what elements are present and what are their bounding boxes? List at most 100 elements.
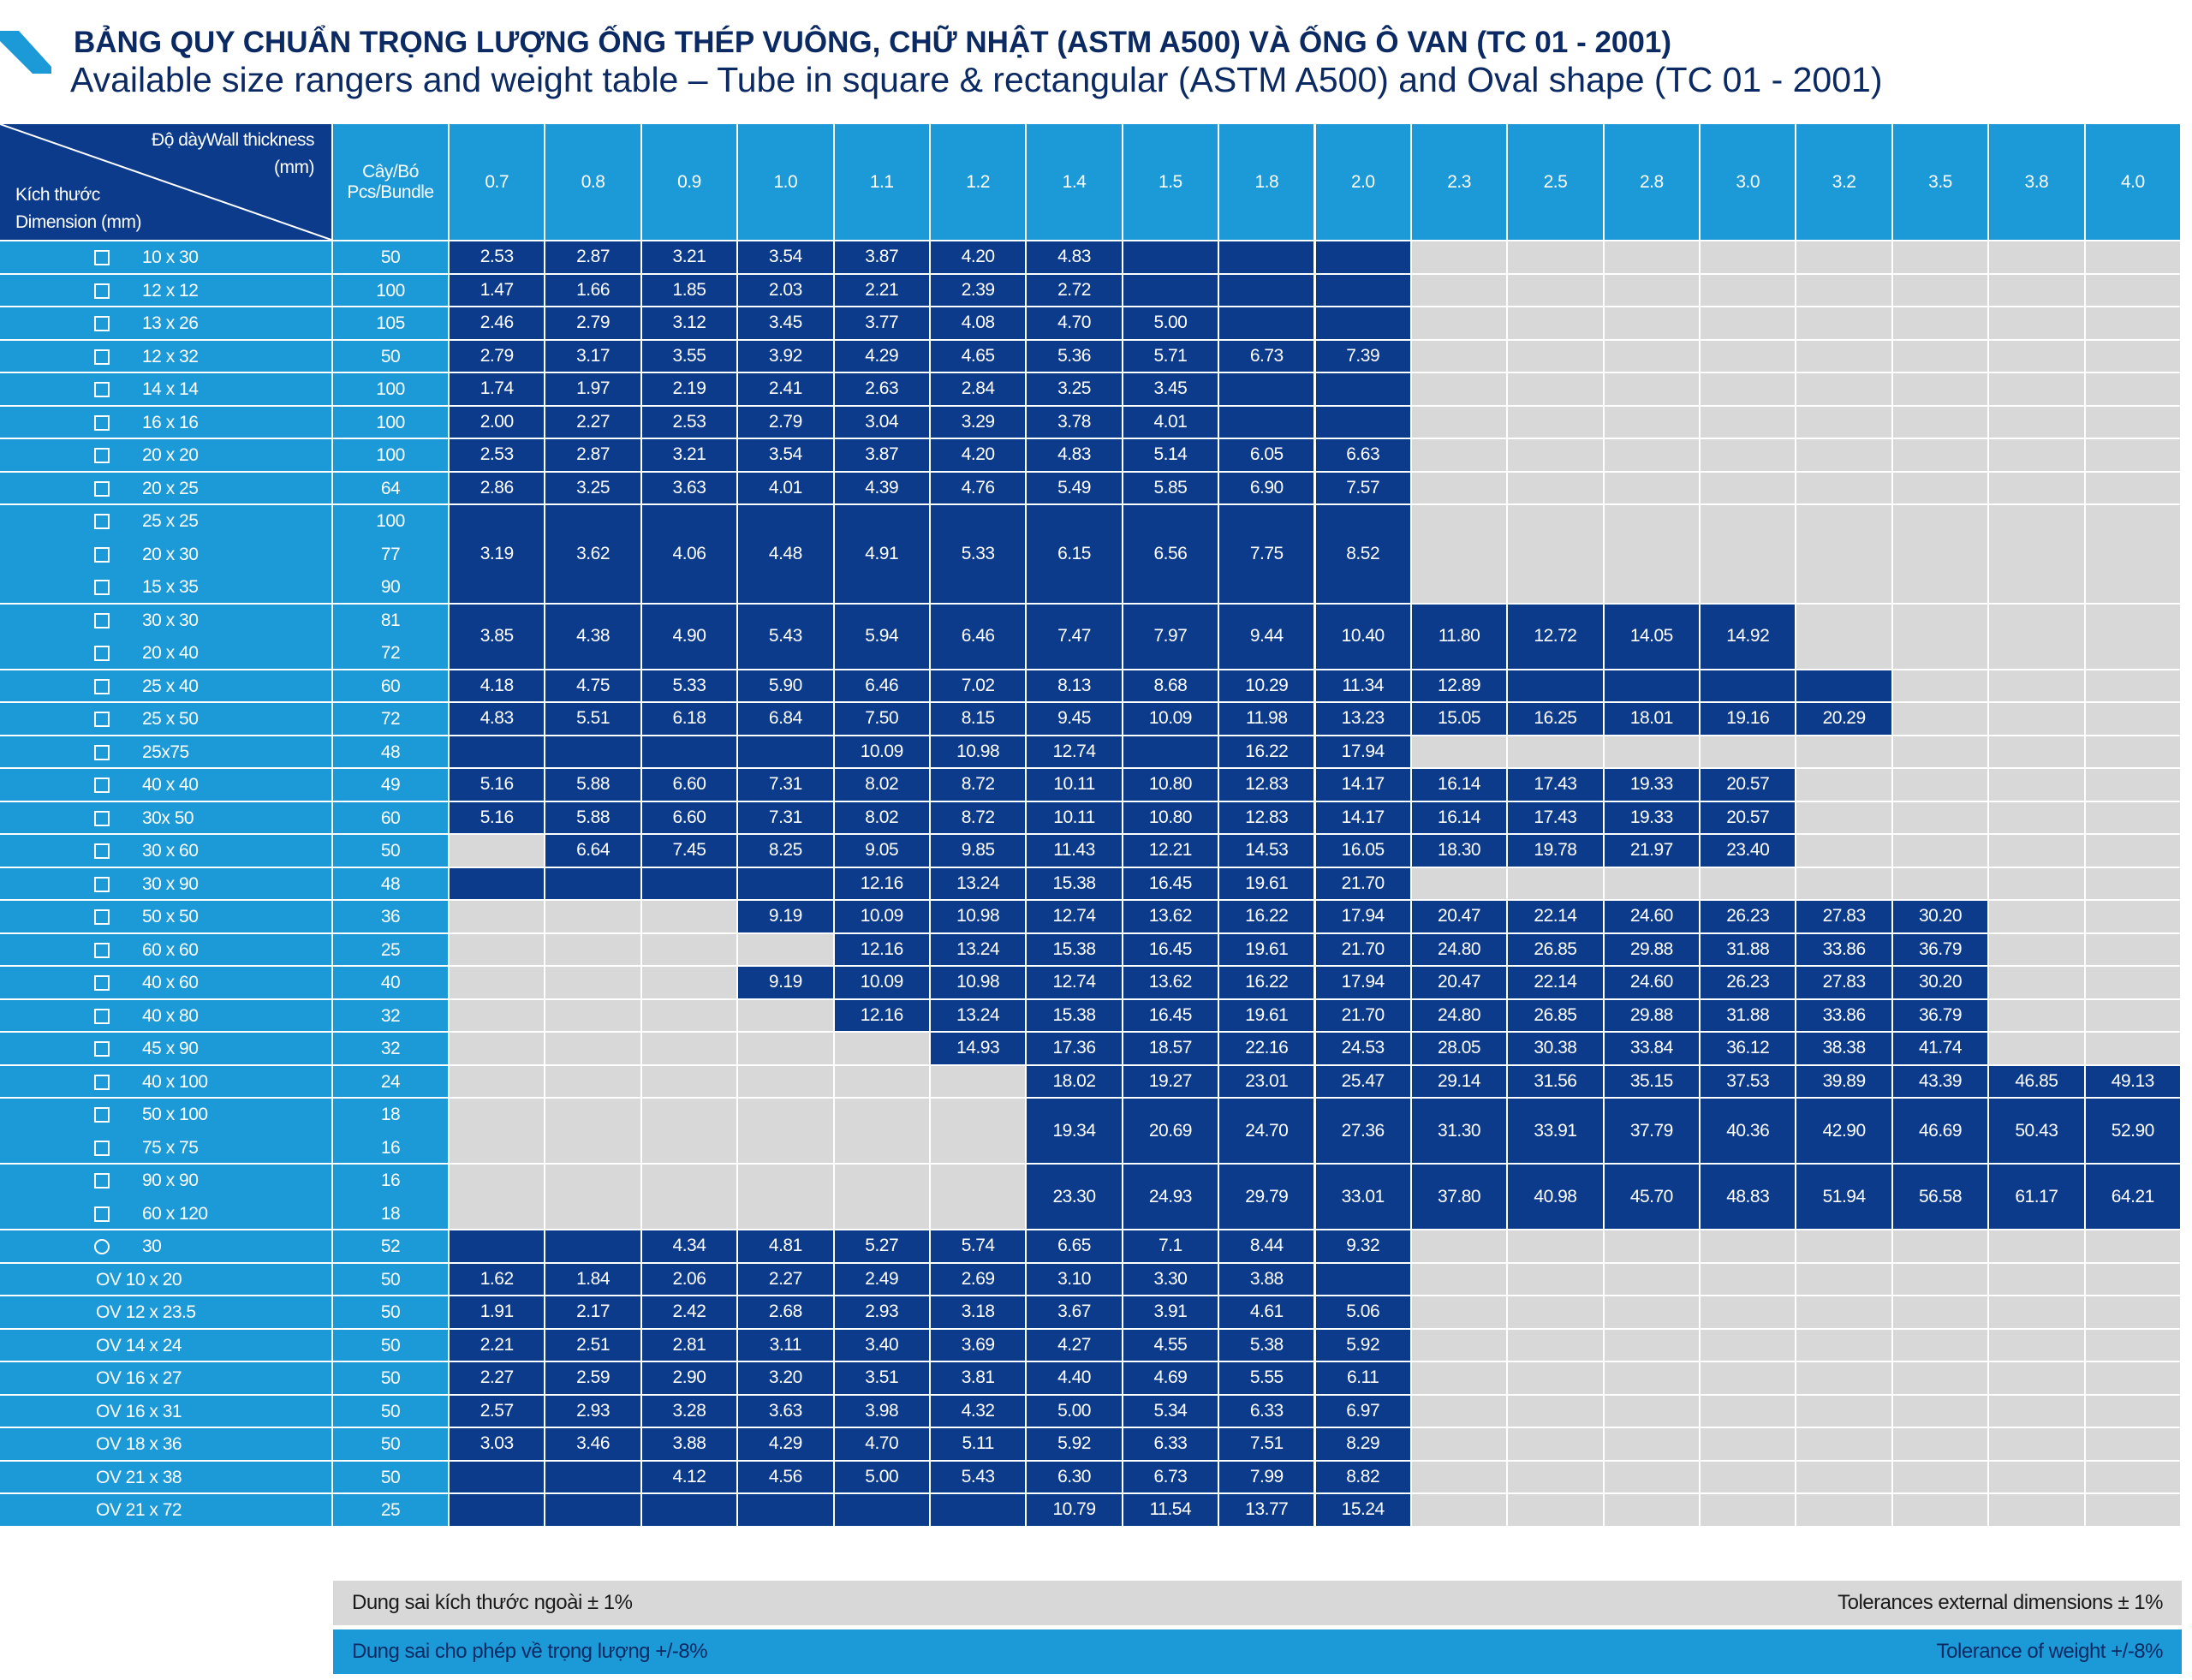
weight-cell: 30.20 — [1892, 901, 1990, 934]
weight-cell — [1989, 1395, 2086, 1428]
weight-cell: 5.27 — [834, 1230, 931, 1264]
weight-cell — [1892, 1428, 1990, 1462]
weight-cell: 3.20 — [738, 1362, 835, 1396]
thickness-header: 2.3 — [1411, 124, 1509, 241]
weight-cell — [1508, 1329, 1605, 1362]
weight-cell — [1796, 406, 1893, 439]
weight-cell — [1989, 967, 2086, 1000]
weight-cell — [1989, 1428, 2086, 1462]
weight-cell — [1604, 1494, 1701, 1528]
weight-cell: 2.49 — [834, 1263, 931, 1296]
dimension-cell: 14 x 14 — [0, 373, 333, 407]
bundle-cell: 48 — [333, 867, 450, 901]
weight-cell: 38.38 — [1796, 1033, 1893, 1066]
weight-cell: 20.57 — [1701, 769, 1797, 802]
weight-cell — [545, 1461, 642, 1494]
weight-cell — [1411, 274, 1509, 307]
dimension-label: 40 x 100 — [142, 1071, 208, 1092]
weight-cell — [1219, 373, 1316, 407]
thickness-header: 2.5 — [1508, 124, 1605, 241]
weight-cell — [1796, 1461, 1893, 1494]
weight-cell — [2085, 1461, 2182, 1494]
weight-cell: 33.01 — [1315, 1165, 1412, 1230]
weight-cell — [1701, 1395, 1797, 1428]
weight-cell: 3.12 — [641, 307, 739, 341]
weight-cell — [641, 736, 739, 769]
weight-cell: 2.87 — [545, 439, 642, 473]
bundle-value: 64 — [380, 478, 401, 498]
weight-cell — [1411, 340, 1509, 373]
dimension-cell: 20 x 25 — [0, 472, 333, 505]
bundle-value: 25 — [380, 939, 401, 960]
bundle-value: 18 — [380, 1105, 401, 1125]
weight-cell — [1604, 1263, 1701, 1296]
weight-cell: 40.98 — [1508, 1165, 1605, 1230]
weight-cell: 3.62 — [545, 505, 642, 605]
thickness-header: 3.5 — [1892, 124, 1990, 241]
square-icon — [94, 1140, 110, 1156]
weight-cell — [1508, 670, 1605, 703]
weight-cell: 13.62 — [1123, 901, 1220, 934]
weight-cell: 37.53 — [1701, 1065, 1797, 1099]
weight-cell: 3.28 — [641, 1395, 739, 1428]
weight-cell: 19.61 — [1219, 999, 1316, 1033]
bundle-cell: 50 — [333, 1263, 450, 1296]
weight-cell: 4.90 — [641, 604, 739, 670]
weight-cell: 2.19 — [641, 373, 739, 407]
bundle-cell: 49 — [333, 769, 450, 802]
weight-cell: 4.56 — [738, 1461, 835, 1494]
bundle-value: 50 — [380, 1467, 401, 1487]
bundle-cell: 72 — [333, 703, 450, 736]
weight-cell: 24.60 — [1604, 967, 1701, 1000]
dimension-cell: 12 x 12 — [0, 274, 333, 307]
weight-cell — [1411, 867, 1509, 901]
dimension-cell: 25 x 50 — [0, 703, 333, 736]
weight-cell — [1989, 901, 2086, 934]
weight-cell: 5.94 — [834, 604, 931, 670]
weight-cell: 7.39 — [1315, 340, 1412, 373]
weight-cell — [1892, 1362, 1990, 1396]
weight-cell — [1219, 274, 1316, 307]
weight-cell: 5.34 — [1123, 1395, 1220, 1428]
weight-cell — [1123, 274, 1220, 307]
weight-cell: 25.47 — [1315, 1065, 1412, 1099]
weight-cell: 8.68 — [1123, 670, 1220, 703]
weight-cell: 8.82 — [1315, 1461, 1412, 1494]
weight-cell: 5.88 — [545, 769, 642, 802]
weight-cell: 3.63 — [738, 1395, 835, 1428]
weight-cell — [2085, 274, 2182, 307]
weight-cell: 3.29 — [930, 406, 1028, 439]
weight-cell — [1604, 439, 1701, 473]
weight-cell: 3.92 — [738, 340, 835, 373]
weight-cell: 4.12 — [641, 1461, 739, 1494]
weight-cell — [834, 1099, 931, 1165]
weight-cell — [2085, 1263, 2182, 1296]
weight-cell: 15.38 — [1027, 933, 1123, 967]
weight-cell: 37.79 — [1604, 1099, 1701, 1165]
weight-cell — [2085, 604, 2182, 670]
weight-cell: 64.21 — [2085, 1165, 2182, 1230]
weight-cell: 9.45 — [1027, 703, 1123, 736]
weight-cell: 22.14 — [1508, 901, 1605, 934]
square-icon — [94, 810, 110, 826]
weight-cell: 15.05 — [1411, 703, 1509, 736]
weight-cell — [1989, 439, 2086, 473]
weight-cell: 7.50 — [834, 703, 931, 736]
dimension-cell: 16 x 16 — [0, 406, 333, 439]
weight-cell — [1508, 1494, 1605, 1528]
dimension-label: 25 x 50 — [142, 709, 199, 730]
weight-cell — [1411, 505, 1509, 605]
bundle-value: 32 — [380, 1039, 401, 1059]
weight-cell: 16.22 — [1219, 901, 1316, 934]
weight-cell: 6.97 — [1315, 1395, 1412, 1428]
weight-cell — [1701, 274, 1797, 307]
weight-cell: 29.88 — [1604, 999, 1701, 1033]
weight-cell — [1892, 439, 1990, 473]
weight-cell — [1989, 274, 2086, 307]
thickness-unit: (mm) — [274, 158, 314, 177]
weight-cell — [1796, 1494, 1893, 1528]
thickness-header: 1.4 — [1027, 124, 1123, 241]
weight-cell — [1508, 505, 1605, 605]
weight-cell — [1796, 1296, 1893, 1330]
weight-cell: 10.11 — [1027, 801, 1123, 835]
